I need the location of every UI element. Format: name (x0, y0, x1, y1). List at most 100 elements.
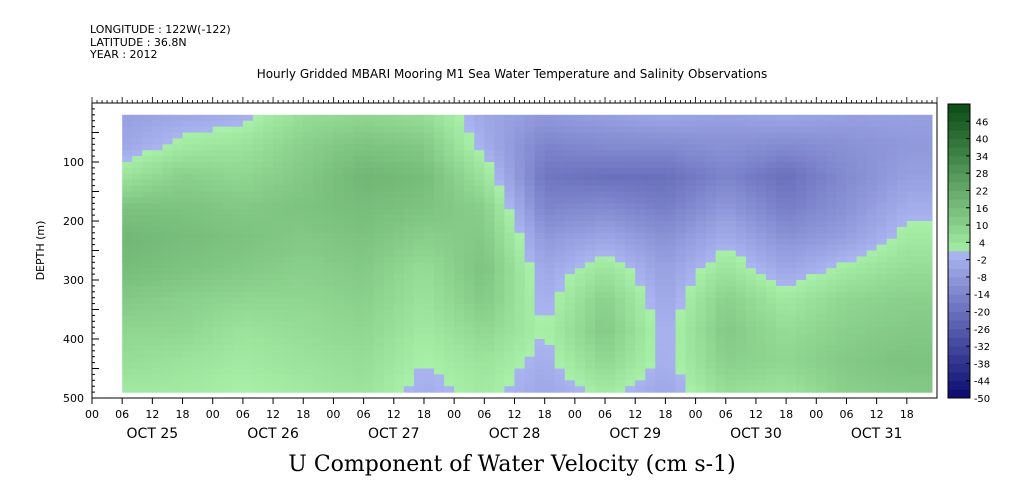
heatmap-cell (665, 114, 677, 122)
heatmap-cell (916, 303, 928, 311)
heatmap-cell (906, 315, 918, 322)
heatmap-cell (846, 368, 858, 375)
heatmap-cell (615, 238, 626, 246)
heatmap-cell (403, 185, 415, 193)
heatmap-cell (584, 268, 596, 275)
heatmap-cell (755, 132, 767, 139)
heatmap-cell (675, 144, 687, 151)
heatmap-cell (172, 274, 184, 281)
heatmap-cell (776, 162, 787, 169)
heatmap-cell (876, 144, 888, 151)
heatmap-cell (796, 285, 807, 293)
heatmap-cell (434, 321, 445, 328)
heatmap-cell (685, 138, 697, 145)
heatmap-cell (242, 380, 254, 387)
heatmap-cell (685, 339, 697, 346)
heatmap-cell (796, 309, 807, 316)
heatmap-cell (122, 203, 133, 210)
heatmap-cell (816, 350, 827, 358)
heatmap-cell (454, 221, 465, 228)
heatmap-cell (403, 144, 415, 151)
heatmap-cell (615, 120, 626, 128)
heatmap-cell (615, 197, 626, 204)
heatmap-cell (846, 138, 858, 145)
heatmap-cell (826, 297, 837, 305)
heatmap-cell (263, 285, 274, 293)
heatmap-cell (564, 132, 576, 139)
heatmap-cell (846, 333, 858, 340)
heatmap-cell (584, 309, 596, 316)
heatmap-cell (343, 209, 355, 216)
heatmap-cell (333, 350, 345, 358)
heatmap-cell (383, 244, 395, 252)
heatmap-cell (605, 167, 616, 175)
heatmap-cell (363, 209, 375, 216)
heatmap-cell (796, 250, 807, 257)
heatmap-cell (846, 274, 858, 281)
heatmap-cell (856, 315, 868, 322)
heatmap-cell (122, 238, 133, 246)
heatmap-cell (645, 185, 656, 193)
heatmap-cell (645, 221, 656, 228)
heatmap-cell (776, 368, 787, 375)
heatmap-cell (464, 386, 475, 393)
heatmap-cell (605, 268, 616, 275)
heatmap-cell (896, 162, 908, 169)
heatmap-cell (222, 274, 234, 281)
heatmap-cell (926, 297, 933, 305)
heatmap-cell (806, 274, 817, 281)
heatmap-cell (162, 291, 174, 299)
heatmap-cell (615, 339, 626, 346)
heatmap-cell (484, 262, 495, 269)
heatmap-cell (685, 197, 697, 204)
heatmap-cell (142, 167, 153, 175)
heatmap-cell (544, 209, 556, 216)
heatmap-cell (826, 244, 837, 252)
heatmap-cell (192, 162, 204, 169)
heatmap-cell (685, 321, 697, 328)
heatmap-cell (886, 297, 898, 305)
heatmap-cell (776, 203, 787, 210)
heatmap-cell (212, 386, 224, 393)
heatmap-cell (896, 309, 908, 316)
heatmap-cell (645, 350, 656, 358)
heatmap-cell (202, 173, 214, 181)
heatmap-cell (464, 126, 475, 134)
heatmap-cell (303, 215, 314, 222)
heatmap-cell (836, 226, 848, 234)
heatmap-cell (253, 144, 264, 151)
heatmap-cell (695, 309, 707, 316)
heatmap-cell (413, 173, 425, 181)
heatmap-cell (615, 162, 626, 169)
heatmap-cell (776, 144, 787, 151)
heatmap-cell (222, 315, 234, 322)
heatmap-cell (846, 156, 858, 163)
colorbar-swatch (948, 251, 970, 261)
heatmap-cell (454, 238, 465, 246)
heatmap-cell (916, 327, 928, 334)
heatmap-cell (916, 256, 928, 263)
heatmap-cell (132, 144, 143, 151)
heatmap-cell (142, 132, 153, 139)
heatmap-cell (695, 238, 707, 246)
heatmap-cell (484, 226, 495, 234)
heatmap-cell (554, 209, 566, 216)
heatmap-cell (916, 350, 928, 358)
heatmap-cell (333, 209, 345, 216)
heatmap-cell (142, 350, 153, 358)
heatmap-cell (595, 291, 606, 299)
heatmap-cell (735, 167, 747, 175)
heatmap-cell (192, 374, 204, 381)
heatmap-cell (715, 374, 727, 381)
heatmap-cell (192, 368, 204, 375)
heatmap-cell (474, 226, 485, 234)
heatmap-cell (222, 209, 234, 216)
heatmap-cell (122, 374, 133, 381)
heatmap-cell (725, 380, 737, 387)
heatmap-cell (393, 221, 405, 228)
heatmap-cell (162, 156, 174, 163)
heatmap-cell (836, 162, 848, 169)
heatmap-cell (856, 386, 868, 393)
heatmap-cell (916, 386, 928, 393)
heatmap-cell (363, 262, 375, 269)
